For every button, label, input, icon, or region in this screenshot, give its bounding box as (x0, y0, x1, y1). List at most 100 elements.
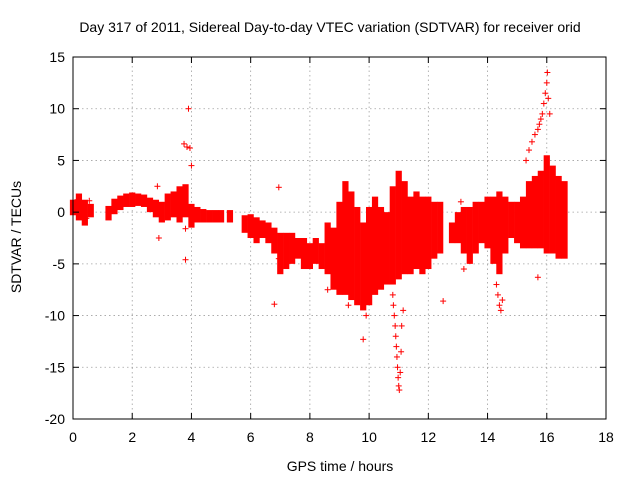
data-band (259, 220, 266, 238)
y-axis-label: SDTVAR / TECUs (8, 181, 24, 293)
data-band (318, 243, 325, 270)
data-band (342, 181, 349, 295)
data-band (123, 193, 130, 207)
data-band (478, 201, 485, 244)
data-band (389, 186, 396, 285)
data-band (401, 181, 408, 275)
data-band (81, 199, 88, 226)
data-band (484, 196, 491, 249)
data-point (440, 298, 447, 305)
data-band (531, 175, 539, 249)
data-band (182, 184, 189, 218)
data-band (212, 210, 219, 223)
plot-frame (72, 56, 607, 420)
data-band (431, 201, 438, 259)
x-tick-label: 10 (361, 429, 377, 445)
data-band (271, 227, 278, 254)
data-band (549, 165, 556, 254)
data-band (312, 238, 319, 264)
data-band (158, 201, 165, 223)
data-point (182, 256, 189, 263)
data-point (542, 90, 549, 97)
data-point (460, 266, 467, 273)
data-band (188, 203, 195, 228)
data-band (194, 206, 201, 223)
data-band (170, 191, 177, 218)
data-band (419, 196, 426, 275)
data-point (188, 162, 195, 169)
data-point (544, 69, 551, 76)
data-band (490, 196, 497, 264)
data-point (496, 302, 503, 309)
data-point (275, 184, 282, 191)
data-band (152, 199, 160, 218)
x-tick-label: 8 (306, 429, 314, 445)
data-point (534, 126, 541, 133)
data-point (543, 79, 550, 86)
data-band (265, 222, 272, 244)
y-tick-label: -10 (45, 308, 65, 324)
data-point (186, 145, 193, 152)
data-point (545, 95, 552, 102)
data-point (71, 203, 78, 210)
data-point (363, 312, 370, 319)
data-band (330, 227, 337, 290)
data-bands (69, 155, 568, 311)
data-point (499, 297, 506, 304)
data-band (164, 193, 171, 221)
data-band (277, 232, 284, 275)
y-tick-label: -15 (45, 359, 65, 375)
data-point (528, 138, 535, 145)
x-tick-label: 12 (421, 429, 437, 445)
data-point (393, 353, 400, 360)
data-point (398, 348, 405, 355)
data-band (448, 222, 456, 244)
data-band (283, 232, 290, 270)
data-points (71, 69, 553, 394)
data-point (526, 147, 533, 154)
data-point (393, 343, 400, 350)
data-point (392, 322, 399, 329)
y-tick-label: 15 (49, 49, 65, 65)
x-tick-label: 4 (188, 429, 196, 445)
data-point (539, 110, 546, 117)
data-band (561, 181, 568, 259)
x-tick-label: 0 (69, 429, 77, 445)
data-band (117, 195, 124, 211)
data-point (457, 198, 464, 205)
data-band (354, 206, 361, 306)
data-point (182, 225, 189, 232)
data-point (494, 291, 501, 298)
data-point (78, 207, 85, 214)
data-point (398, 322, 405, 329)
data-band (555, 175, 562, 259)
data-band (383, 212, 390, 285)
data-band (437, 201, 444, 254)
data-band (226, 210, 234, 223)
data-point (392, 333, 399, 340)
data-band (366, 206, 373, 306)
data-point (185, 105, 192, 112)
data-band (294, 238, 302, 259)
data-point (395, 374, 402, 381)
data-point (324, 286, 331, 293)
chart-title: Day 317 of 2011, Sidereal Day-to-day VTE… (79, 19, 580, 35)
y-tick-label: 0 (57, 204, 65, 220)
x-tick-label: 6 (247, 429, 255, 445)
data-band (508, 201, 515, 238)
data-band (289, 232, 296, 264)
data-band (129, 192, 136, 207)
data-point (493, 281, 500, 288)
data-point (181, 140, 188, 147)
data-band (407, 196, 414, 275)
data-band (324, 222, 331, 275)
data-band (502, 196, 509, 254)
data-point (536, 121, 543, 128)
data-band (140, 194, 148, 207)
x-tick-label: 16 (539, 429, 555, 445)
axis-ticks: 0 2 4 6 8 10 12 14 16 18 -20 -15 -10 -5 0 5 10 15 (45, 49, 614, 445)
data-point (83, 215, 90, 222)
data-point (271, 301, 278, 308)
data-band (454, 212, 462, 244)
